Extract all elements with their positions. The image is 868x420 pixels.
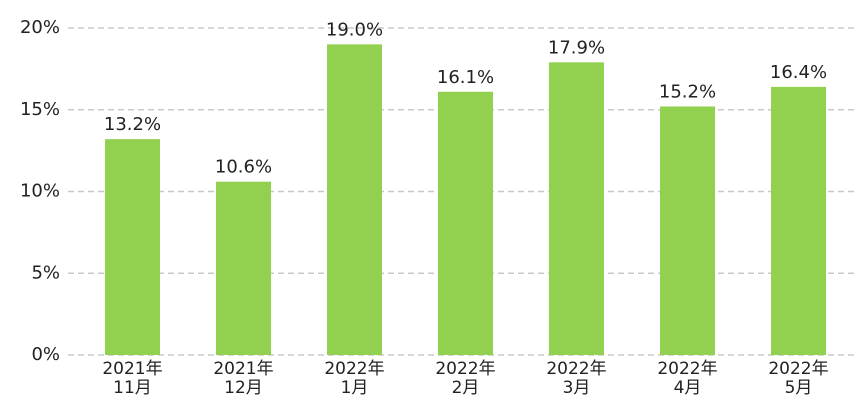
value-label: 10.6% — [215, 157, 272, 178]
y-tick-label: 10% — [20, 181, 60, 202]
bar — [771, 86, 826, 356]
bar — [105, 139, 160, 355]
y-tick-label: 5% — [31, 262, 60, 283]
bar — [438, 91, 493, 355]
y-tick-label: 20% — [20, 17, 60, 38]
x-tick-label: 2022年 4月 — [657, 359, 718, 398]
value-label: 15.2% — [659, 81, 716, 102]
value-label: 16.1% — [437, 67, 494, 88]
value-label: 17.9% — [548, 37, 605, 58]
value-label: 13.2% — [104, 114, 161, 135]
x-tick-label: 2022年 3月 — [546, 359, 607, 398]
value-label: 16.4% — [770, 62, 827, 83]
x-tick-label: 2022年 2月 — [435, 359, 496, 398]
x-tick-label: 2021年 12月 — [213, 359, 274, 398]
value-label: 19.0% — [326, 19, 383, 40]
bar — [660, 106, 715, 355]
x-tick-label: 2022年 5月 — [768, 359, 829, 398]
y-tick-label: 15% — [20, 99, 60, 120]
x-tick-label: 2022年 1月 — [324, 359, 385, 398]
x-tick-label: 2021年 11月 — [102, 359, 163, 398]
bar — [549, 62, 604, 356]
bar — [216, 181, 271, 355]
bar — [327, 44, 382, 355]
y-tick-label: 0% — [31, 344, 60, 365]
